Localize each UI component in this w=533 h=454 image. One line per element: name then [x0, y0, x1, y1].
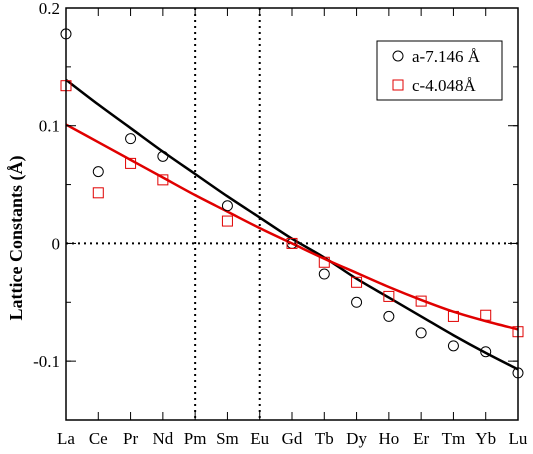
y-tick-label-3: -0.1	[33, 352, 60, 371]
x-tick-label-yb: Yb	[475, 429, 496, 448]
legend-square-marker	[392, 79, 404, 91]
y-tick-label-2: 0	[52, 234, 61, 253]
legend-label-c: c-4.048Å	[412, 76, 476, 95]
data-point-c-yb	[480, 309, 492, 321]
data-point-a-tm	[447, 340, 459, 352]
y-tick-label-1: 0.1	[39, 117, 60, 136]
x-tick-label-pm: Pm	[184, 429, 207, 448]
data-point-a-yb	[480, 346, 492, 358]
reference-lines	[66, 8, 518, 420]
data-point-c-er	[415, 295, 427, 307]
y-axis-label: Lattice Constants (Å)	[6, 156, 27, 321]
fit-curve-a	[65, 78, 519, 371]
data-point-c-tm	[447, 310, 459, 322]
x-tick-label-nd: Nd	[152, 429, 173, 448]
x-tick-label-lu: Lu	[509, 429, 528, 448]
x-tick-label-la: La	[57, 429, 75, 448]
data-point-a-dy	[351, 296, 363, 308]
x-tick-label-er: Er	[413, 429, 429, 448]
data-point-c-tb	[318, 256, 330, 268]
data-point-c-nd	[157, 174, 169, 186]
data-point-c-dy	[351, 276, 363, 288]
legend-label-a: a-7.146 Å	[412, 47, 481, 66]
data-point-a-ce	[92, 166, 104, 178]
data-point-a-sm	[221, 200, 233, 212]
data-markers	[60, 28, 524, 379]
fit-curve-c	[65, 123, 519, 331]
x-tick-label-ho: Ho	[378, 429, 399, 448]
data-point-c-gd	[286, 237, 298, 249]
axis-ticks: La Ce Pr Nd Pm Sm Eu Gd Tb Dy Ho Er Tm Yb Lu 0.2 0.1 0 -0.…	[33, 0, 528, 448]
x-tick-label-tm: Tm	[442, 429, 466, 448]
x-tick-label-ce: Ce	[89, 429, 108, 448]
y-tick-label-0: 0.2	[39, 0, 60, 18]
legend: a-7.146 Å c-4.048Å	[376, 40, 503, 101]
data-point-c-sm	[221, 215, 233, 227]
x-tick-label-gd: Gd	[282, 429, 303, 448]
data-point-a-tb	[318, 268, 330, 280]
x-tick-label-sm: Sm	[216, 429, 239, 448]
data-point-a-pr	[125, 133, 137, 145]
fit-curves	[65, 78, 519, 371]
data-point-a-nd	[157, 150, 169, 162]
legend-circle-marker	[392, 50, 404, 62]
x-tick-label-eu: Eu	[250, 429, 269, 448]
x-tick-label-pr: Pr	[123, 429, 138, 448]
x-tick-label-dy: Dy	[346, 429, 367, 448]
data-point-a-ho	[383, 310, 395, 322]
data-point-c-ho	[383, 290, 395, 302]
x-tick-label-tb: Tb	[315, 429, 334, 448]
data-point-a-er	[415, 327, 427, 339]
data-point-c-ce	[92, 187, 104, 199]
data-point-c-pr	[125, 157, 137, 169]
